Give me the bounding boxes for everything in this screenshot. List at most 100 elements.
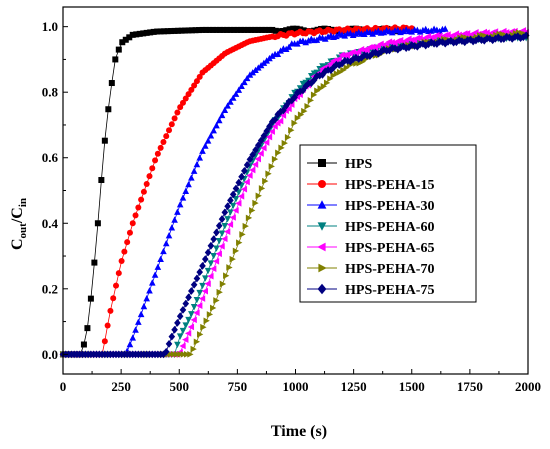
data-point <box>129 334 137 341</box>
data-point <box>307 97 314 104</box>
x-tick-label: 1500 <box>399 379 425 394</box>
data-point <box>101 338 108 345</box>
legend-item: HPS-PEHA-15 <box>307 178 434 193</box>
data-point <box>188 174 195 181</box>
data-point <box>187 323 195 331</box>
legend-item: HPS-PEHA-65 <box>307 241 434 256</box>
data-point <box>279 112 287 119</box>
data-point <box>288 126 295 134</box>
data-point <box>252 199 259 207</box>
data-point <box>176 312 184 321</box>
data-point <box>215 116 223 124</box>
data-point <box>241 78 248 86</box>
data-point <box>218 243 225 250</box>
data-point <box>282 101 290 110</box>
data-point <box>333 70 341 77</box>
data-point <box>427 27 435 34</box>
legend: HPS HPS-PEHA-15 HPS-PEHA-30 HPS-PEHA-60 HPS-… <box>299 144 477 303</box>
data-point <box>124 239 131 246</box>
y-tick-label: 0.8 <box>42 85 59 100</box>
data-point <box>193 338 201 346</box>
legend-item: HPS <box>307 157 372 172</box>
data-point <box>235 178 243 187</box>
legend-marker <box>317 200 327 209</box>
data-point <box>369 30 376 37</box>
data-point <box>218 230 226 237</box>
data-point <box>280 106 287 115</box>
x-tick-label: 750 <box>228 379 248 394</box>
data-point <box>232 207 239 214</box>
legend-label: HPS-PEHA-15 <box>345 178 434 193</box>
data-point <box>232 90 240 97</box>
data-point <box>237 192 245 200</box>
data-point <box>226 221 234 228</box>
data-point <box>285 97 293 106</box>
data-point <box>174 109 181 116</box>
data-point <box>151 271 159 278</box>
data-point <box>104 322 111 329</box>
data-point <box>201 287 208 295</box>
y-tick-label: 0.6 <box>42 150 59 165</box>
data-point <box>163 133 170 140</box>
data-point <box>160 350 167 359</box>
data-point <box>254 155 261 163</box>
legend-label: HPS-PEHA-65 <box>345 241 434 256</box>
data-point <box>193 78 200 85</box>
data-point <box>182 187 190 194</box>
data-point <box>229 214 236 221</box>
data-point <box>193 296 201 304</box>
data-point <box>506 33 513 42</box>
data-point <box>281 139 288 147</box>
data-point <box>494 33 502 42</box>
data-point <box>185 293 192 302</box>
x-tick-label: 1250 <box>341 379 367 394</box>
data-point <box>229 94 237 101</box>
data-point <box>288 96 296 105</box>
data-point <box>201 142 209 149</box>
data-point <box>118 258 125 265</box>
data-point <box>257 136 265 145</box>
data-point <box>146 173 153 180</box>
data-point <box>177 351 184 358</box>
data-point <box>374 49 382 58</box>
data-point <box>327 75 334 83</box>
data-point <box>168 224 176 231</box>
y-tick-label: 0.4 <box>42 216 59 231</box>
data-point <box>210 265 217 273</box>
data-point <box>177 104 184 111</box>
legend-marker <box>318 180 326 188</box>
data-point <box>243 161 251 169</box>
y-tick-label: 0.2 <box>42 281 58 296</box>
data-point <box>296 87 304 96</box>
data-point <box>171 115 178 122</box>
data-point <box>138 196 145 203</box>
data-point <box>162 347 170 356</box>
x-tick-label: 500 <box>170 379 190 394</box>
data-point <box>210 235 217 244</box>
data-point <box>213 122 220 129</box>
data-point <box>246 155 254 164</box>
data-point <box>503 32 510 41</box>
data-point <box>257 150 264 157</box>
legend-label: HPS-PEHA-75 <box>345 283 434 298</box>
data-point <box>182 336 189 343</box>
x-axis-label: Time (s) <box>271 423 327 440</box>
data-point <box>213 245 220 252</box>
series-layer <box>59 24 530 359</box>
data-point <box>277 47 284 54</box>
data-point <box>185 91 192 98</box>
data-point <box>126 229 133 236</box>
data-point <box>216 288 223 296</box>
data-point <box>232 184 240 193</box>
data-point <box>115 46 122 53</box>
y-tick-label: 1.0 <box>42 19 58 34</box>
data-point <box>232 196 240 203</box>
data-point <box>258 185 266 192</box>
data-point <box>316 71 323 80</box>
data-point <box>235 200 242 207</box>
data-point <box>232 247 240 255</box>
legend-item: HPS-PEHA-30 <box>307 199 434 214</box>
data-point <box>274 50 282 58</box>
data-point <box>168 332 176 341</box>
legend-label: HPS-PEHA-30 <box>345 199 434 214</box>
